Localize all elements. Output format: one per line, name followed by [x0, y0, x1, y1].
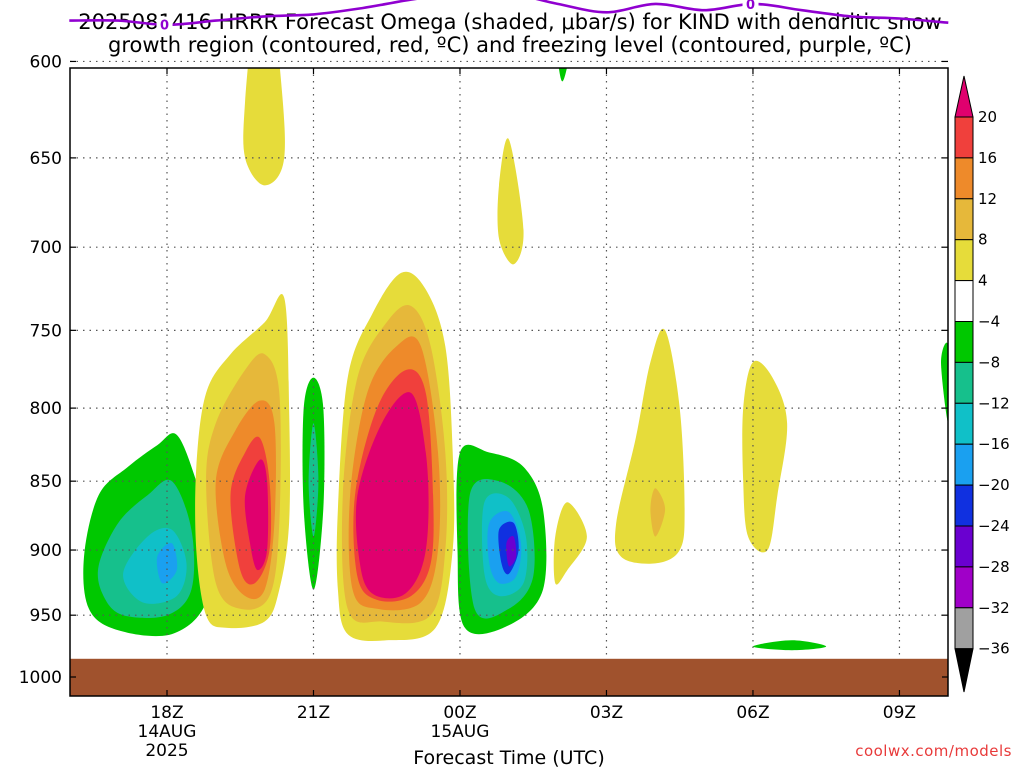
omega-shaded-region	[650, 488, 666, 537]
colorbar-bin	[954, 484, 974, 527]
colorbar-bin	[954, 116, 974, 159]
ground-layer	[70, 658, 948, 696]
contour-label-bg	[742, 0, 759, 13]
colorbar-bin	[954, 361, 974, 404]
colorbar-bin	[954, 525, 974, 568]
colorbar-tick-label: −28	[978, 558, 1010, 576]
colorbar-bottom-arrow	[954, 648, 974, 693]
omega-shaded-region	[753, 640, 827, 651]
colorbar-tick-label: −24	[978, 517, 1010, 535]
colorbar-bin	[954, 280, 974, 323]
contour-label: 0	[455, 0, 464, 2]
plot-frame	[69, 67, 949, 697]
colorbar-tick-label: −36	[978, 640, 1010, 658]
omega-shaded-region	[497, 138, 524, 265]
credit-text: coolwx.com/models	[855, 742, 1012, 760]
omega-shaded-region	[742, 360, 788, 553]
y-tick-label: 750	[30, 321, 62, 341]
y-tick-label: 900	[30, 541, 62, 561]
y-tick-label: 600	[30, 52, 62, 72]
x-tick-label: 03Z	[590, 703, 623, 723]
omega-shaded-region	[558, 68, 567, 82]
colorbar-bin	[954, 443, 974, 486]
colorbar-tick-label: −16	[978, 435, 1010, 453]
x-tick-label: 15AUG	[431, 722, 490, 742]
colorbar-tick-label: 8	[978, 231, 988, 249]
omega-shaded-region	[553, 502, 587, 585]
colorbar-tick-label: −12	[978, 394, 1010, 412]
colorbar-top-arrow	[954, 75, 974, 118]
colorbar-tick-label: 16	[978, 149, 997, 167]
omega-shading	[83, 68, 948, 651]
omega-shaded-region	[243, 68, 285, 186]
chart-title-line-2: growth region (contoured, red, ºC) and f…	[108, 33, 912, 57]
omega-shaded-region	[506, 535, 517, 567]
y-tick-label: 850	[30, 472, 62, 492]
grid-lines	[70, 60, 948, 659]
colorbar-bin	[954, 566, 974, 609]
y-tick-label: 1000	[19, 668, 62, 688]
contour-line	[69, 0, 949, 27]
contour-label-bg	[156, 16, 173, 33]
colorbar-bin	[954, 157, 974, 200]
colorbar: 20 16 12 8 4 −4 −8 −12 −16 −20 −24 −28 −32 −36	[954, 75, 1010, 693]
pressure-axis: 2503003504004505005506006507007508008509…	[19, 52, 948, 688]
colorbar-bin	[954, 607, 974, 650]
colorbar-tick-label: −4	[978, 313, 1000, 331]
contour-label: 0	[746, 0, 755, 13]
x-tick-label: 06Z	[736, 703, 769, 723]
x-tick-label: 14AUG	[138, 722, 197, 742]
temperature-contours: -18-18-12000	[69, 0, 949, 34]
y-tick-label: 950	[30, 606, 62, 626]
x-axis-label: Forecast Time (UTC)	[413, 747, 604, 768]
omega-shaded-region	[244, 459, 269, 571]
omega-shaded-region	[308, 423, 319, 537]
colorbar-tick-label: −32	[978, 599, 1010, 617]
y-tick-label: 800	[30, 399, 62, 419]
colorbar-tick-label: 20	[978, 108, 997, 126]
y-tick-label: 650	[30, 149, 62, 169]
colorbar-tick-label: −20	[978, 476, 1010, 494]
contour-label-bg	[451, 0, 468, 2]
omega-shaded-region	[614, 328, 685, 564]
colorbar-tick-label: 4	[978, 272, 988, 290]
colorbar-bin	[954, 321, 974, 363]
colorbar-tick-label: −8	[978, 353, 1000, 371]
x-tick-label: 00Z	[443, 703, 476, 723]
colorbar-bin	[954, 402, 974, 445]
ground-fill	[70, 658, 948, 696]
x-tick-label: 21Z	[297, 703, 330, 723]
colorbar-tick-label: 12	[978, 190, 997, 208]
chart-title-line-1: 2025081416 HRRR Forecast Omega (shaded, …	[78, 10, 941, 34]
colorbar-bin	[954, 198, 974, 241]
omega-shaded-region	[941, 342, 948, 423]
contour-label: 0	[160, 19, 169, 34]
x-tick-label: 09Z	[883, 703, 916, 723]
omega-shaded-region	[355, 392, 429, 599]
y-tick-label: 700	[30, 238, 62, 258]
x-tick-label: 2025	[145, 741, 188, 761]
x-tick-label: 18Z	[150, 703, 183, 723]
colorbar-bin	[954, 239, 974, 282]
